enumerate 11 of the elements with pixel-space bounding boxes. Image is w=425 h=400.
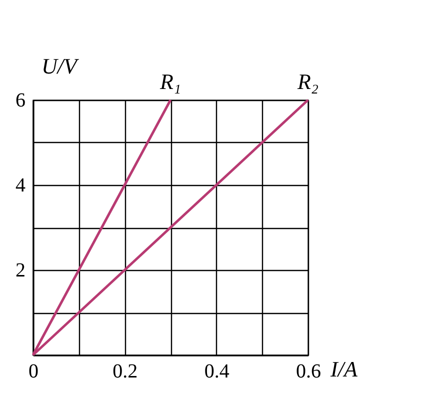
y-axis-title: U/V (42, 54, 80, 78)
x-tick-label: 0.4 (204, 360, 230, 382)
series-label: R₁ (158, 69, 182, 94)
x-tick-label: 0.6 (296, 360, 321, 382)
series-label: R₂ (296, 69, 319, 94)
y-tick-label: 6 (16, 90, 26, 112)
x-tick-label: 0.2 (112, 360, 138, 382)
x-tick-label: 0 (28, 360, 38, 382)
x-axis-title: I/A (330, 356, 358, 382)
y-tick-label: 2 (16, 260, 26, 282)
y-tick-label: 4 (16, 174, 26, 196)
